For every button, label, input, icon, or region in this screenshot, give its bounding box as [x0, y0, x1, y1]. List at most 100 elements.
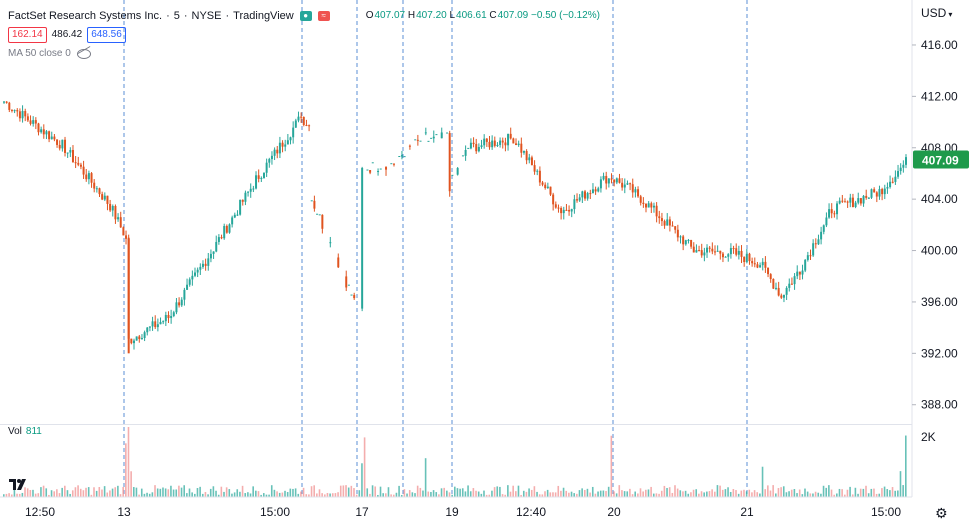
volume-bar	[732, 489, 735, 497]
candle-body	[581, 191, 584, 198]
volume-bar	[339, 485, 342, 497]
candle-body	[130, 338, 133, 344]
volume-bar	[42, 485, 45, 497]
candle-body	[570, 209, 573, 212]
volume-bar	[424, 458, 427, 497]
candle-body	[674, 226, 677, 230]
candle-body	[666, 219, 669, 226]
candle-body	[883, 188, 886, 195]
volume-bar	[24, 487, 26, 497]
volume-bar	[26, 488, 29, 497]
volume-bar	[257, 491, 260, 497]
candle-body	[843, 201, 846, 203]
volume-bar	[204, 491, 207, 497]
eye-off-icon[interactable]	[76, 48, 91, 59]
candle-body	[194, 272, 197, 276]
y-tick-label: 416.00	[921, 38, 958, 52]
volume-bar	[557, 485, 560, 497]
volume-bar	[69, 493, 71, 497]
volume-bar	[729, 491, 732, 497]
candle-body	[125, 235, 128, 239]
candle-body	[223, 225, 226, 239]
candle-body	[610, 178, 613, 180]
candle-body	[836, 203, 839, 215]
volume-bar	[881, 488, 883, 497]
volume-label[interactable]: Vol	[8, 426, 22, 437]
candle-body	[721, 253, 724, 258]
interval[interactable]: 5	[173, 9, 180, 22]
currency-selector[interactable]: USD ▾	[921, 6, 952, 20]
gear-icon[interactable]: ⚙	[935, 505, 948, 521]
volume-bar	[565, 490, 568, 497]
volume-bar	[674, 485, 676, 497]
candle-body	[18, 111, 21, 119]
volume-bar	[756, 492, 759, 497]
volume-bar	[889, 490, 891, 497]
candle-body	[515, 143, 518, 145]
candle-body	[77, 162, 80, 165]
volume-bar	[377, 494, 379, 497]
candle-body	[544, 184, 547, 189]
volume-bar	[607, 486, 610, 497]
candle-body	[796, 271, 799, 277]
volume-bar	[34, 493, 37, 497]
candle-body	[207, 258, 210, 266]
volume-bar	[472, 488, 475, 497]
volume-bar	[830, 489, 833, 497]
candle-body	[631, 184, 634, 193]
candle-body	[252, 188, 255, 190]
delayed-data-icon[interactable]: ≈	[317, 10, 330, 21]
candle-body	[591, 189, 594, 194]
volume-bar	[366, 488, 369, 497]
candle	[427, 140, 430, 142]
tradingview-logo-icon[interactable]	[8, 476, 30, 492]
volume-bar	[515, 491, 517, 497]
candle-body	[138, 336, 141, 340]
candle-body	[552, 194, 555, 205]
candle-body	[64, 139, 67, 153]
buy-button[interactable]: 648.56	[87, 26, 126, 43]
candle-body	[90, 173, 93, 183]
candle-body	[782, 294, 785, 298]
candle-body	[905, 157, 907, 165]
volume-bar	[21, 492, 24, 497]
candle-body	[74, 162, 77, 164]
volume-bar	[50, 490, 53, 497]
candle-body	[881, 189, 884, 195]
volume-bar	[817, 492, 820, 497]
volume-bar	[905, 435, 907, 497]
volume-bar	[273, 489, 276, 497]
candle-body	[61, 139, 64, 149]
volume-bar	[326, 492, 329, 497]
candle-body	[652, 205, 655, 208]
volume-bar	[350, 485, 353, 497]
x-tick-label: 12:40	[516, 505, 546, 519]
candle-body	[637, 189, 640, 197]
ma-indicator-label[interactable]: MA 50 close 0	[8, 48, 71, 59]
volume-bar	[448, 492, 451, 497]
volume-bar	[215, 490, 217, 497]
candle-body	[127, 237, 130, 354]
candle-body	[255, 175, 258, 189]
volume-bar	[790, 489, 793, 497]
chevron-down-icon: ▾	[948, 10, 953, 19]
volume-bar	[878, 493, 881, 497]
x-tick-label: 20	[607, 505, 621, 519]
volume-bar	[374, 486, 377, 497]
symbol-name[interactable]: FactSet Research Systems Inc.	[8, 9, 163, 22]
candle-body	[472, 142, 475, 145]
volume-bar	[796, 493, 798, 497]
volume-bar	[98, 487, 101, 497]
candle-body	[154, 321, 157, 328]
market-status-icon[interactable]: ●	[299, 10, 312, 21]
volume-bar	[331, 493, 334, 497]
volume-bar	[162, 487, 164, 497]
candle-body	[34, 120, 37, 124]
candle-body	[37, 123, 40, 133]
volume-bar	[828, 485, 830, 497]
volume-bar	[270, 485, 273, 497]
sell-button[interactable]: 162.14	[8, 26, 47, 43]
candle-body	[735, 248, 738, 255]
candle-body	[196, 269, 199, 273]
